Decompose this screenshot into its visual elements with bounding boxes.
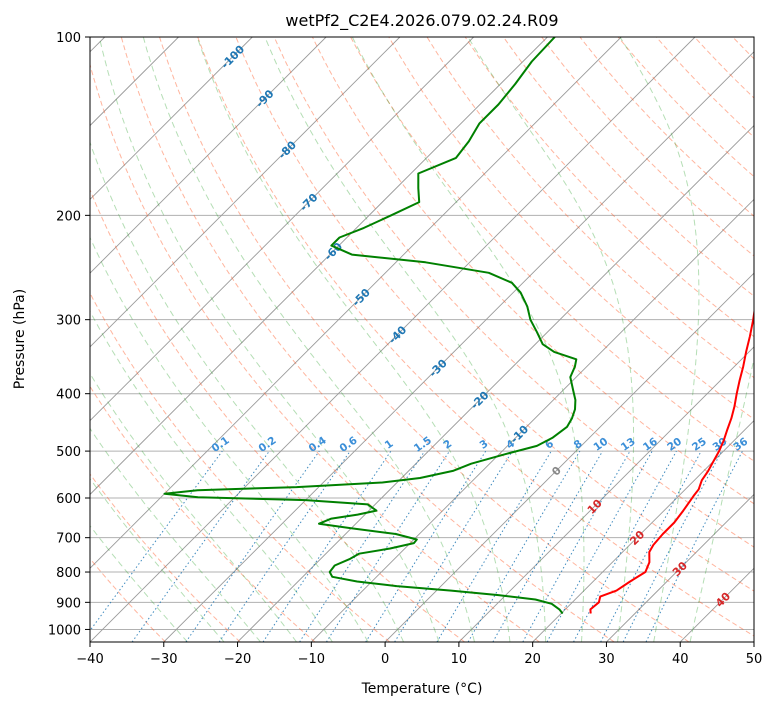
x-tick-label: 10 bbox=[451, 652, 468, 667]
x-tick-label: −20 bbox=[224, 652, 251, 667]
x-tick-label: 0 bbox=[381, 652, 389, 667]
x-tick-label: 50 bbox=[746, 652, 763, 667]
y-tick-label: 700 bbox=[56, 532, 81, 547]
y-tick-label: 300 bbox=[56, 314, 81, 329]
x-tick-label: 40 bbox=[672, 652, 689, 667]
x-tick-label: 30 bbox=[598, 652, 615, 667]
chart-title: wetPf2_C2E4.2026.079.02.24.R09 bbox=[285, 11, 558, 31]
x-tick-label: 20 bbox=[524, 652, 541, 667]
y-tick-label: 100 bbox=[56, 31, 81, 46]
y-tick-label: 600 bbox=[56, 492, 81, 507]
y-tick-label: 800 bbox=[56, 566, 81, 581]
y-tick-label: 200 bbox=[56, 209, 81, 224]
x-axis-label: Temperature (°C) bbox=[361, 681, 483, 697]
y-tick-label: 1000 bbox=[48, 623, 81, 638]
y-tick-label: 400 bbox=[56, 388, 81, 403]
x-tick-label: −10 bbox=[298, 652, 325, 667]
y-tick-label: 900 bbox=[56, 596, 81, 611]
x-tick-label: −40 bbox=[76, 652, 103, 667]
x-tick-label: −30 bbox=[150, 652, 177, 667]
y-tick-label: 500 bbox=[56, 445, 81, 460]
y-axis-label: Pressure (hPa) bbox=[12, 289, 28, 389]
